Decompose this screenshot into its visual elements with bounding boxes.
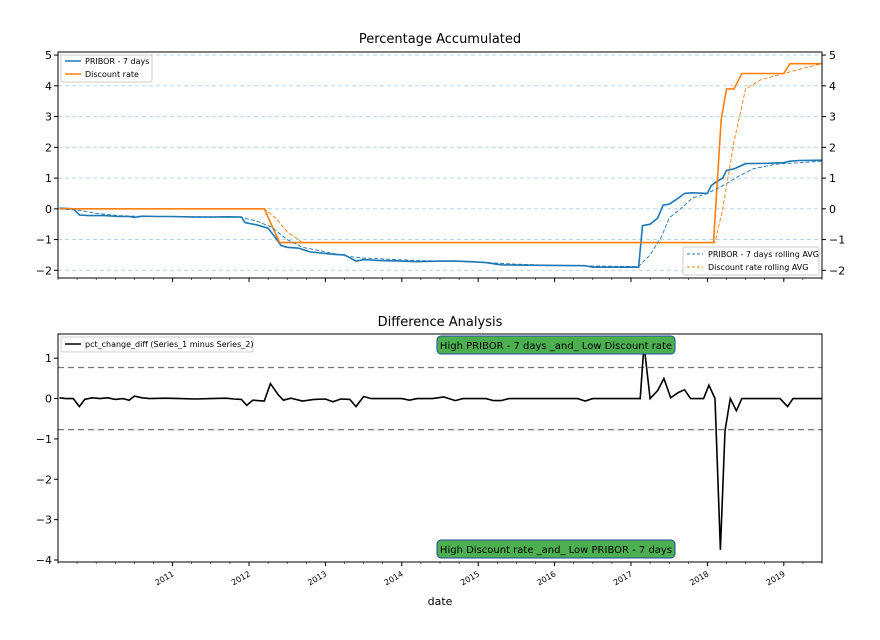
legend-label-pribor-avg: PRIBOR - 7 days rolling AVG <box>708 250 819 259</box>
annotation-high-discount: High Discount rate _and_ Low PRIBOR - 7 … <box>436 539 676 559</box>
bottom-y-axis: −4 −3 −2 −1 0 1 <box>36 352 58 567</box>
top-y-tick-label: 4 <box>45 80 52 93</box>
top-y-axis-right: −2 −1 0 1 2 3 4 5 <box>822 49 845 277</box>
top-y-tick-label-right: 1 <box>829 172 836 185</box>
bottom-threshold-lines <box>58 366 822 431</box>
top-y-tick-label-right: 5 <box>829 49 836 62</box>
series-line-discount-rate-rolling-avg <box>59 63 823 244</box>
bottom-y-tick-label: −3 <box>36 514 52 527</box>
annotation-high-pribor: High PRIBOR - 7 days _and_ Low Discount … <box>436 335 676 355</box>
legend-label-discount-avg: Discount rate rolling AVG <box>708 263 808 272</box>
top-legend-right: PRIBOR - 7 days rolling AVG Discount rat… <box>682 246 820 276</box>
top-y-tick-label: 1 <box>45 172 52 185</box>
legend-label-discount: Discount rate <box>85 70 139 79</box>
bottom-y-tick-label: −1 <box>36 433 52 446</box>
top-y-tick-label-right: −2 <box>829 264 845 277</box>
series-line-pribor-7-days <box>59 159 823 268</box>
bottom-y-tick-label: 1 <box>45 352 52 365</box>
top-legend-left: PRIBOR - 7 days Discount rate <box>60 54 153 83</box>
top-y-tick-label-right: 0 <box>829 203 836 216</box>
top-y-axis: −2 −1 0 1 2 3 4 5 <box>36 49 58 277</box>
bottom-y-tick-label: −2 <box>36 473 52 486</box>
top-y-tick-label-right: 3 <box>829 111 836 124</box>
annotation-high-discount-text: High Discount rate _and_ Low PRIBOR - 7 … <box>440 545 672 556</box>
top-y-tick-label: 5 <box>45 49 52 62</box>
top-y-tick-label: 0 <box>45 203 52 216</box>
top-y-tick-label-right: −1 <box>829 234 845 247</box>
top-series-lines <box>59 62 823 268</box>
annotation-high-pribor-text: High PRIBOR - 7 days _and_ Low Discount … <box>440 341 672 352</box>
legend-label-pribor: PRIBOR - 7 days <box>85 57 149 66</box>
series-line-pribor-7-days-rolling-avg <box>59 160 823 268</box>
series-line-pct-change-diff <box>59 344 822 550</box>
top-y-tick-label: −2 <box>36 264 52 277</box>
bottom-y-tick-label: −4 <box>36 554 52 567</box>
top-x-axis <box>57 278 823 282</box>
series-line-discount-rate <box>59 62 822 244</box>
x-axis-label: date <box>428 595 453 608</box>
top-chart-title: Percentage Accumulated <box>359 32 521 47</box>
bottom-chart-title: Difference Analysis <box>378 315 503 330</box>
top-panel: Percentage Accumulated −2 −1 0 1 2 3 4 5 −2 −1 0 1… <box>36 32 845 282</box>
bottom-y-tick-label: 0 <box>45 393 52 406</box>
top-y-tick-label: 3 <box>45 111 52 124</box>
top-y-tick-label: 2 <box>45 141 52 154</box>
top-y-tick-label-right: 2 <box>829 141 836 154</box>
bottom-legend: pct_change_diff (Series_1 minus Series_2… <box>60 336 254 353</box>
legend-label-diff: pct_change_diff (Series_1 minus Series_2… <box>85 340 253 349</box>
top-y-tick-label-right: 4 <box>829 80 836 93</box>
bottom-series-lines <box>59 344 822 550</box>
top-y-tick-label: −1 <box>36 234 52 247</box>
